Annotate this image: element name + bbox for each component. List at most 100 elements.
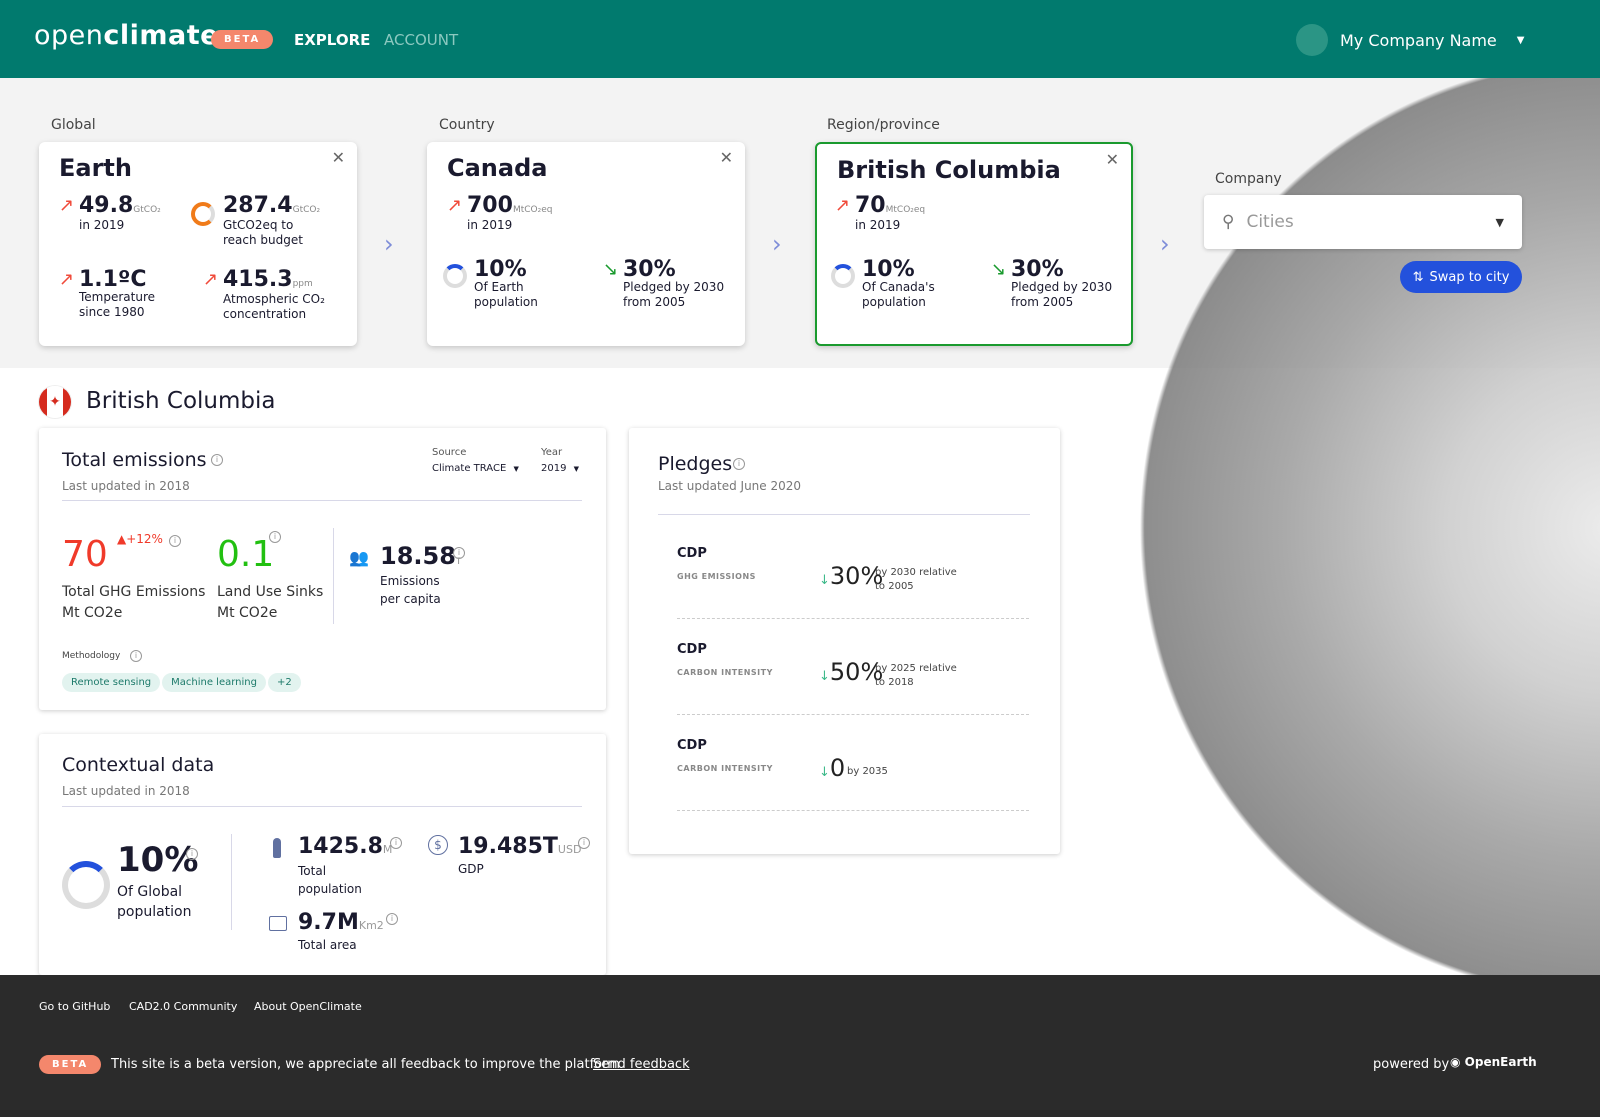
population-value: 1425.8M bbox=[298, 834, 392, 859]
stat-desc: in 2019 bbox=[79, 218, 125, 232]
population-ring-icon bbox=[831, 264, 855, 288]
stat-value: 287.4 bbox=[223, 193, 293, 218]
total-emissions-label: Total GHG Emissions Mt CO2e bbox=[62, 582, 205, 624]
source-select[interactable]: Climate TRACE ▼ bbox=[432, 463, 519, 474]
info-icon[interactable]: i bbox=[453, 547, 465, 559]
info-icon[interactable]: i bbox=[578, 837, 590, 849]
stat-desc: Pledged by 2030 bbox=[623, 280, 725, 294]
select-placeholder: Cities bbox=[1246, 212, 1294, 232]
unit: USD bbox=[557, 843, 582, 856]
last-updated: Last updated in 2018 bbox=[62, 479, 190, 493]
info-icon[interactable]: i bbox=[386, 913, 398, 925]
tag-remote-sensing[interactable]: Remote sensing bbox=[62, 673, 161, 692]
contextual-data-panel: Contextual data Last updated in 2018 10%… bbox=[39, 734, 606, 975]
per-capita-value: 18.58T bbox=[380, 542, 461, 570]
swap-to-city-button[interactable]: ⇅ Swap to city bbox=[1400, 261, 1522, 293]
global-card[interactable]: Earth ✕ ↗ 49.8GtCO₂ in 2019 287.4GtCO₂ GtCO… bbox=[39, 142, 357, 346]
info-icon[interactable]: i bbox=[130, 650, 142, 662]
area-label: Total area bbox=[298, 938, 357, 952]
stat-value: 700 bbox=[467, 193, 513, 218]
arrow-up-icon: ↗ bbox=[447, 195, 463, 216]
openearth-logo[interactable]: ◉ OpenEarth bbox=[1450, 1055, 1537, 1069]
global-pop-label: Of Global population bbox=[117, 882, 192, 922]
send-feedback-link[interactable]: Send feedback bbox=[593, 1057, 690, 1072]
panel-title: Total emissions bbox=[62, 449, 207, 471]
stat-desc: population bbox=[862, 295, 926, 309]
about-link[interactable]: About OpenClimate bbox=[254, 1000, 362, 1013]
value: 19.485T bbox=[458, 834, 558, 859]
account-menu[interactable]: My Company Name ▼ bbox=[1296, 24, 1524, 56]
stat-desc: concentration bbox=[223, 307, 307, 321]
region-label: Region/province bbox=[827, 117, 940, 133]
stat-desc: Of Canada's bbox=[862, 280, 935, 294]
pledge-desc: by 2025 relative bbox=[875, 663, 957, 674]
company-select[interactable]: ⚲ Cities ▼ bbox=[1204, 195, 1522, 249]
arrow-down-icon: ↘ bbox=[603, 259, 619, 280]
arrow-up-icon: ↗ bbox=[59, 269, 75, 290]
label-line: Total bbox=[298, 864, 327, 878]
year-select[interactable]: 2019 ▼ bbox=[541, 463, 579, 474]
chevron-right-icon: › bbox=[384, 230, 394, 258]
info-icon[interactable]: i bbox=[186, 848, 198, 860]
methodology-tags: Remote sensing Machine learning +2 bbox=[62, 670, 303, 692]
label-line: population bbox=[298, 882, 362, 896]
stat-unit: MtCO₂eq bbox=[512, 205, 553, 215]
label-line: Mt CO2e bbox=[217, 605, 278, 621]
change-value: +12% bbox=[126, 532, 163, 546]
close-icon[interactable]: ✕ bbox=[1105, 150, 1119, 169]
global-label: Global bbox=[51, 117, 96, 133]
stat-unit: MtCO₂eq bbox=[885, 205, 926, 215]
openearth-icon: ◉ bbox=[1450, 1055, 1461, 1069]
person-icon bbox=[273, 838, 281, 858]
pledge-value: 30% bbox=[829, 562, 884, 590]
stat-value: 30% bbox=[623, 257, 676, 282]
country-card[interactable]: Canada ✕ ↗ 700MtCO₂eq in 2019 10% Of Earth p… bbox=[427, 142, 745, 346]
stat-unit: GtCO₂ bbox=[133, 205, 161, 215]
unit: M bbox=[382, 843, 393, 856]
pledge-value: 0 bbox=[829, 754, 846, 782]
community-link[interactable]: CAD2.0 Community bbox=[129, 1000, 238, 1013]
pledge-type: CARBON INTENSITY bbox=[677, 764, 773, 773]
stat-unit: ppm bbox=[292, 279, 313, 289]
land-sinks-label: Land Use Sinks Mt CO2e bbox=[217, 582, 323, 624]
dollar-icon: $ bbox=[428, 835, 448, 855]
close-icon[interactable]: ✕ bbox=[331, 148, 345, 167]
tag-machine-learning[interactable]: Machine learning bbox=[162, 673, 266, 692]
pledge-desc: to 2018 bbox=[875, 677, 914, 688]
tag-more[interactable]: +2 bbox=[267, 673, 301, 692]
pledge-source: CDP bbox=[677, 738, 707, 753]
top-bar: openclimate BETA EXPLORE ACCOUNT My Comp… bbox=[0, 0, 1600, 78]
pledge-desc: by 2035 bbox=[847, 766, 888, 777]
pledge-source: CDP bbox=[677, 642, 707, 657]
panel-title: Pledges bbox=[658, 453, 733, 475]
gdp-value: 19.485TUSD bbox=[458, 834, 581, 859]
total-emissions-value: 70 bbox=[62, 534, 108, 575]
pledges-panel: Pledges i Last updated June 2020 CDP GHG … bbox=[629, 428, 1060, 854]
swap-label: Swap to city bbox=[1429, 269, 1510, 285]
arrow-down-icon: ↓ bbox=[819, 765, 830, 780]
nav-account[interactable]: ACCOUNT bbox=[384, 31, 459, 49]
card-title: British Columbia bbox=[837, 156, 1061, 184]
close-icon[interactable]: ✕ bbox=[719, 148, 733, 167]
pledge-item: CDP GHG EMISSIONS ↓30% by 2030 relative to 2… bbox=[677, 542, 1037, 622]
nav-explore[interactable]: EXPLORE bbox=[294, 31, 371, 49]
info-icon[interactable]: i bbox=[390, 837, 402, 849]
stat-desc: Atmospheric CO₂ bbox=[223, 292, 325, 306]
label-line: Total GHG Emissions bbox=[62, 584, 206, 600]
pledge-type: GHG EMISSIONS bbox=[677, 572, 756, 581]
pledge-item: CDP CARBON INTENSITY ↓0 by 2035 bbox=[677, 734, 1037, 814]
info-icon[interactable]: i bbox=[211, 454, 223, 466]
region-card[interactable]: British Columbia ✕ ↗ 70MtCO₂eq in 2019 10%… bbox=[815, 142, 1133, 346]
powered-by: powered by bbox=[1373, 1057, 1450, 1072]
area-value: 9.7MKm2 bbox=[298, 910, 384, 935]
global-pop-pct: 10% bbox=[117, 840, 199, 880]
github-link[interactable]: Go to GitHub bbox=[39, 1000, 111, 1013]
logo-bold: climate bbox=[103, 20, 219, 51]
swap-icon: ⇅ bbox=[1412, 269, 1424, 285]
unit: Km2 bbox=[358, 919, 384, 932]
info-icon[interactable]: i bbox=[269, 531, 281, 543]
logo[interactable]: openclimate bbox=[34, 20, 219, 51]
year-label: Year bbox=[541, 447, 563, 458]
info-icon[interactable]: i bbox=[169, 535, 181, 547]
info-icon[interactable]: i bbox=[733, 458, 745, 470]
